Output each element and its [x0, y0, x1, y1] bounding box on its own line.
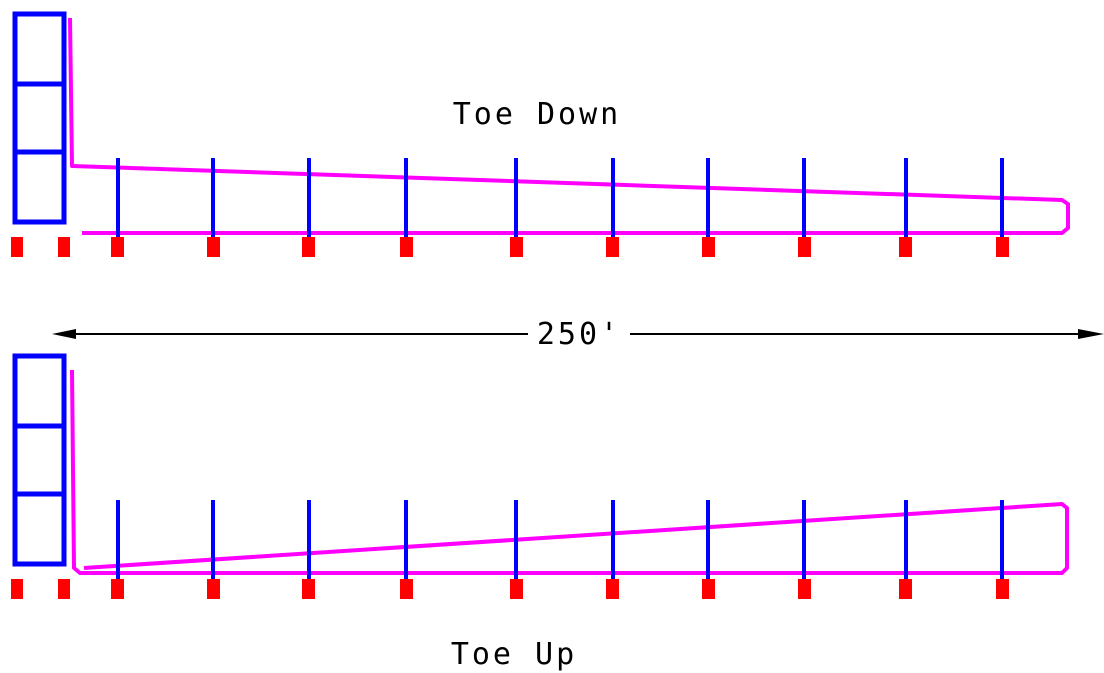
toe-down-tower [12, 11, 67, 225]
toe-up-footing [996, 579, 1009, 599]
toe-down-footing [302, 237, 315, 257]
toe-down-footing [798, 237, 811, 257]
toe-down-footing [400, 237, 413, 257]
toe-up-tower [12, 353, 67, 567]
toe-down-cable [68, 17, 1070, 235]
toe-up-footing [400, 579, 413, 599]
toe-up-cable [70, 369, 1069, 575]
toe-up-footing [798, 579, 811, 599]
toe-up-footing [111, 579, 124, 599]
toe-down-footing [207, 237, 220, 257]
toe-up-footings [11, 579, 1009, 599]
dimension-arrow-right-icon [1078, 329, 1104, 339]
dimension-line: 250' [52, 317, 1104, 352]
toe-down-footing [11, 237, 23, 257]
toe-down-footing [58, 237, 70, 257]
toe-down-footings [11, 237, 1009, 257]
toe-up-footing [11, 579, 23, 599]
toe-up-footing [702, 579, 715, 599]
dimension-label: 250' [537, 317, 621, 352]
toe-down-footing [111, 237, 124, 257]
toe-down-footing [702, 237, 715, 257]
toe-up-footing [899, 579, 912, 599]
toe-up-posts [116, 500, 1004, 580]
toe-up-footing [606, 579, 619, 599]
toe-up-tower-frame [12, 353, 67, 567]
toe-up-footing [58, 579, 70, 599]
toe-up-footing [302, 579, 315, 599]
toe-up-diagram: Toe Up [11, 353, 1069, 672]
toe-up-footing [207, 579, 220, 599]
toe-down-diagram: Toe Down [11, 11, 1070, 257]
dimension-arrow-left-icon [52, 329, 76, 339]
toe-up-footing [510, 579, 523, 599]
toe-down-posts [116, 158, 1004, 238]
toe-down-label: Toe Down [453, 97, 622, 132]
toe-down-footing [996, 237, 1009, 257]
toe-down-footing [510, 237, 523, 257]
toe-down-tower-frame [12, 11, 67, 225]
toe-down-footing [606, 237, 619, 257]
toe-up-label: Toe Up [451, 637, 577, 672]
toe-down-footing [899, 237, 912, 257]
